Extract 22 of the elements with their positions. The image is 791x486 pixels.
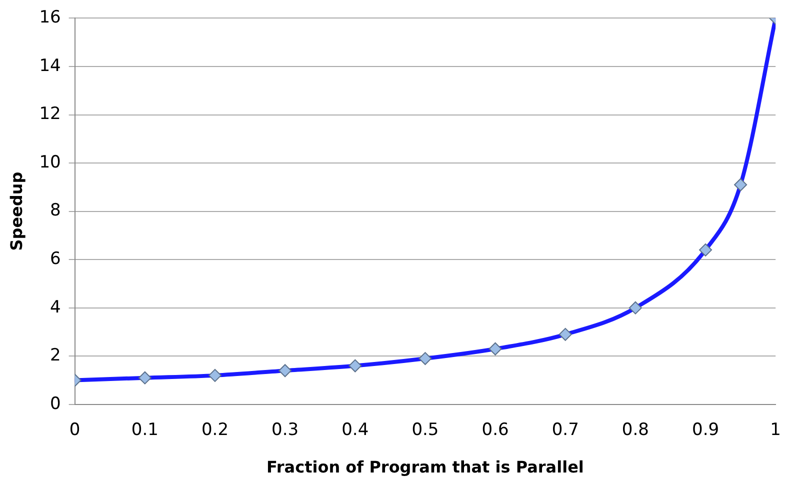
x-tick-label: 0.5 bbox=[412, 420, 439, 440]
x-tick-label: 0.7 bbox=[552, 420, 579, 440]
x-tick-label: 0.8 bbox=[622, 420, 649, 440]
y-tick-label: 8 bbox=[50, 200, 61, 221]
x-tick-label: 1 bbox=[770, 420, 782, 440]
y-tick-label: 2 bbox=[50, 346, 61, 366]
x-tick-label: 0.1 bbox=[131, 420, 158, 440]
y-tick-label: 14 bbox=[39, 56, 61, 76]
x-tick-label: 0.6 bbox=[482, 420, 509, 440]
y-tick-label: 4 bbox=[50, 297, 61, 318]
y-axis-title: Speedup bbox=[6, 172, 26, 251]
y-tick-label: 0 bbox=[50, 394, 61, 414]
x-tick-label: 0.2 bbox=[201, 420, 229, 440]
y-tick-label: 16 bbox=[39, 8, 61, 28]
x-tick-label: 0.9 bbox=[692, 420, 720, 440]
x-tick-label: 0.4 bbox=[342, 420, 369, 440]
x-tick-label: 0.3 bbox=[272, 420, 299, 440]
y-tick-label: 6 bbox=[50, 248, 61, 269]
x-axis-title: Fraction of Program that is Parallel bbox=[266, 458, 584, 477]
y-tick-label: 10 bbox=[39, 152, 61, 172]
y-tick-label: 12 bbox=[39, 104, 61, 124]
x-tick-label: 0 bbox=[69, 420, 80, 440]
